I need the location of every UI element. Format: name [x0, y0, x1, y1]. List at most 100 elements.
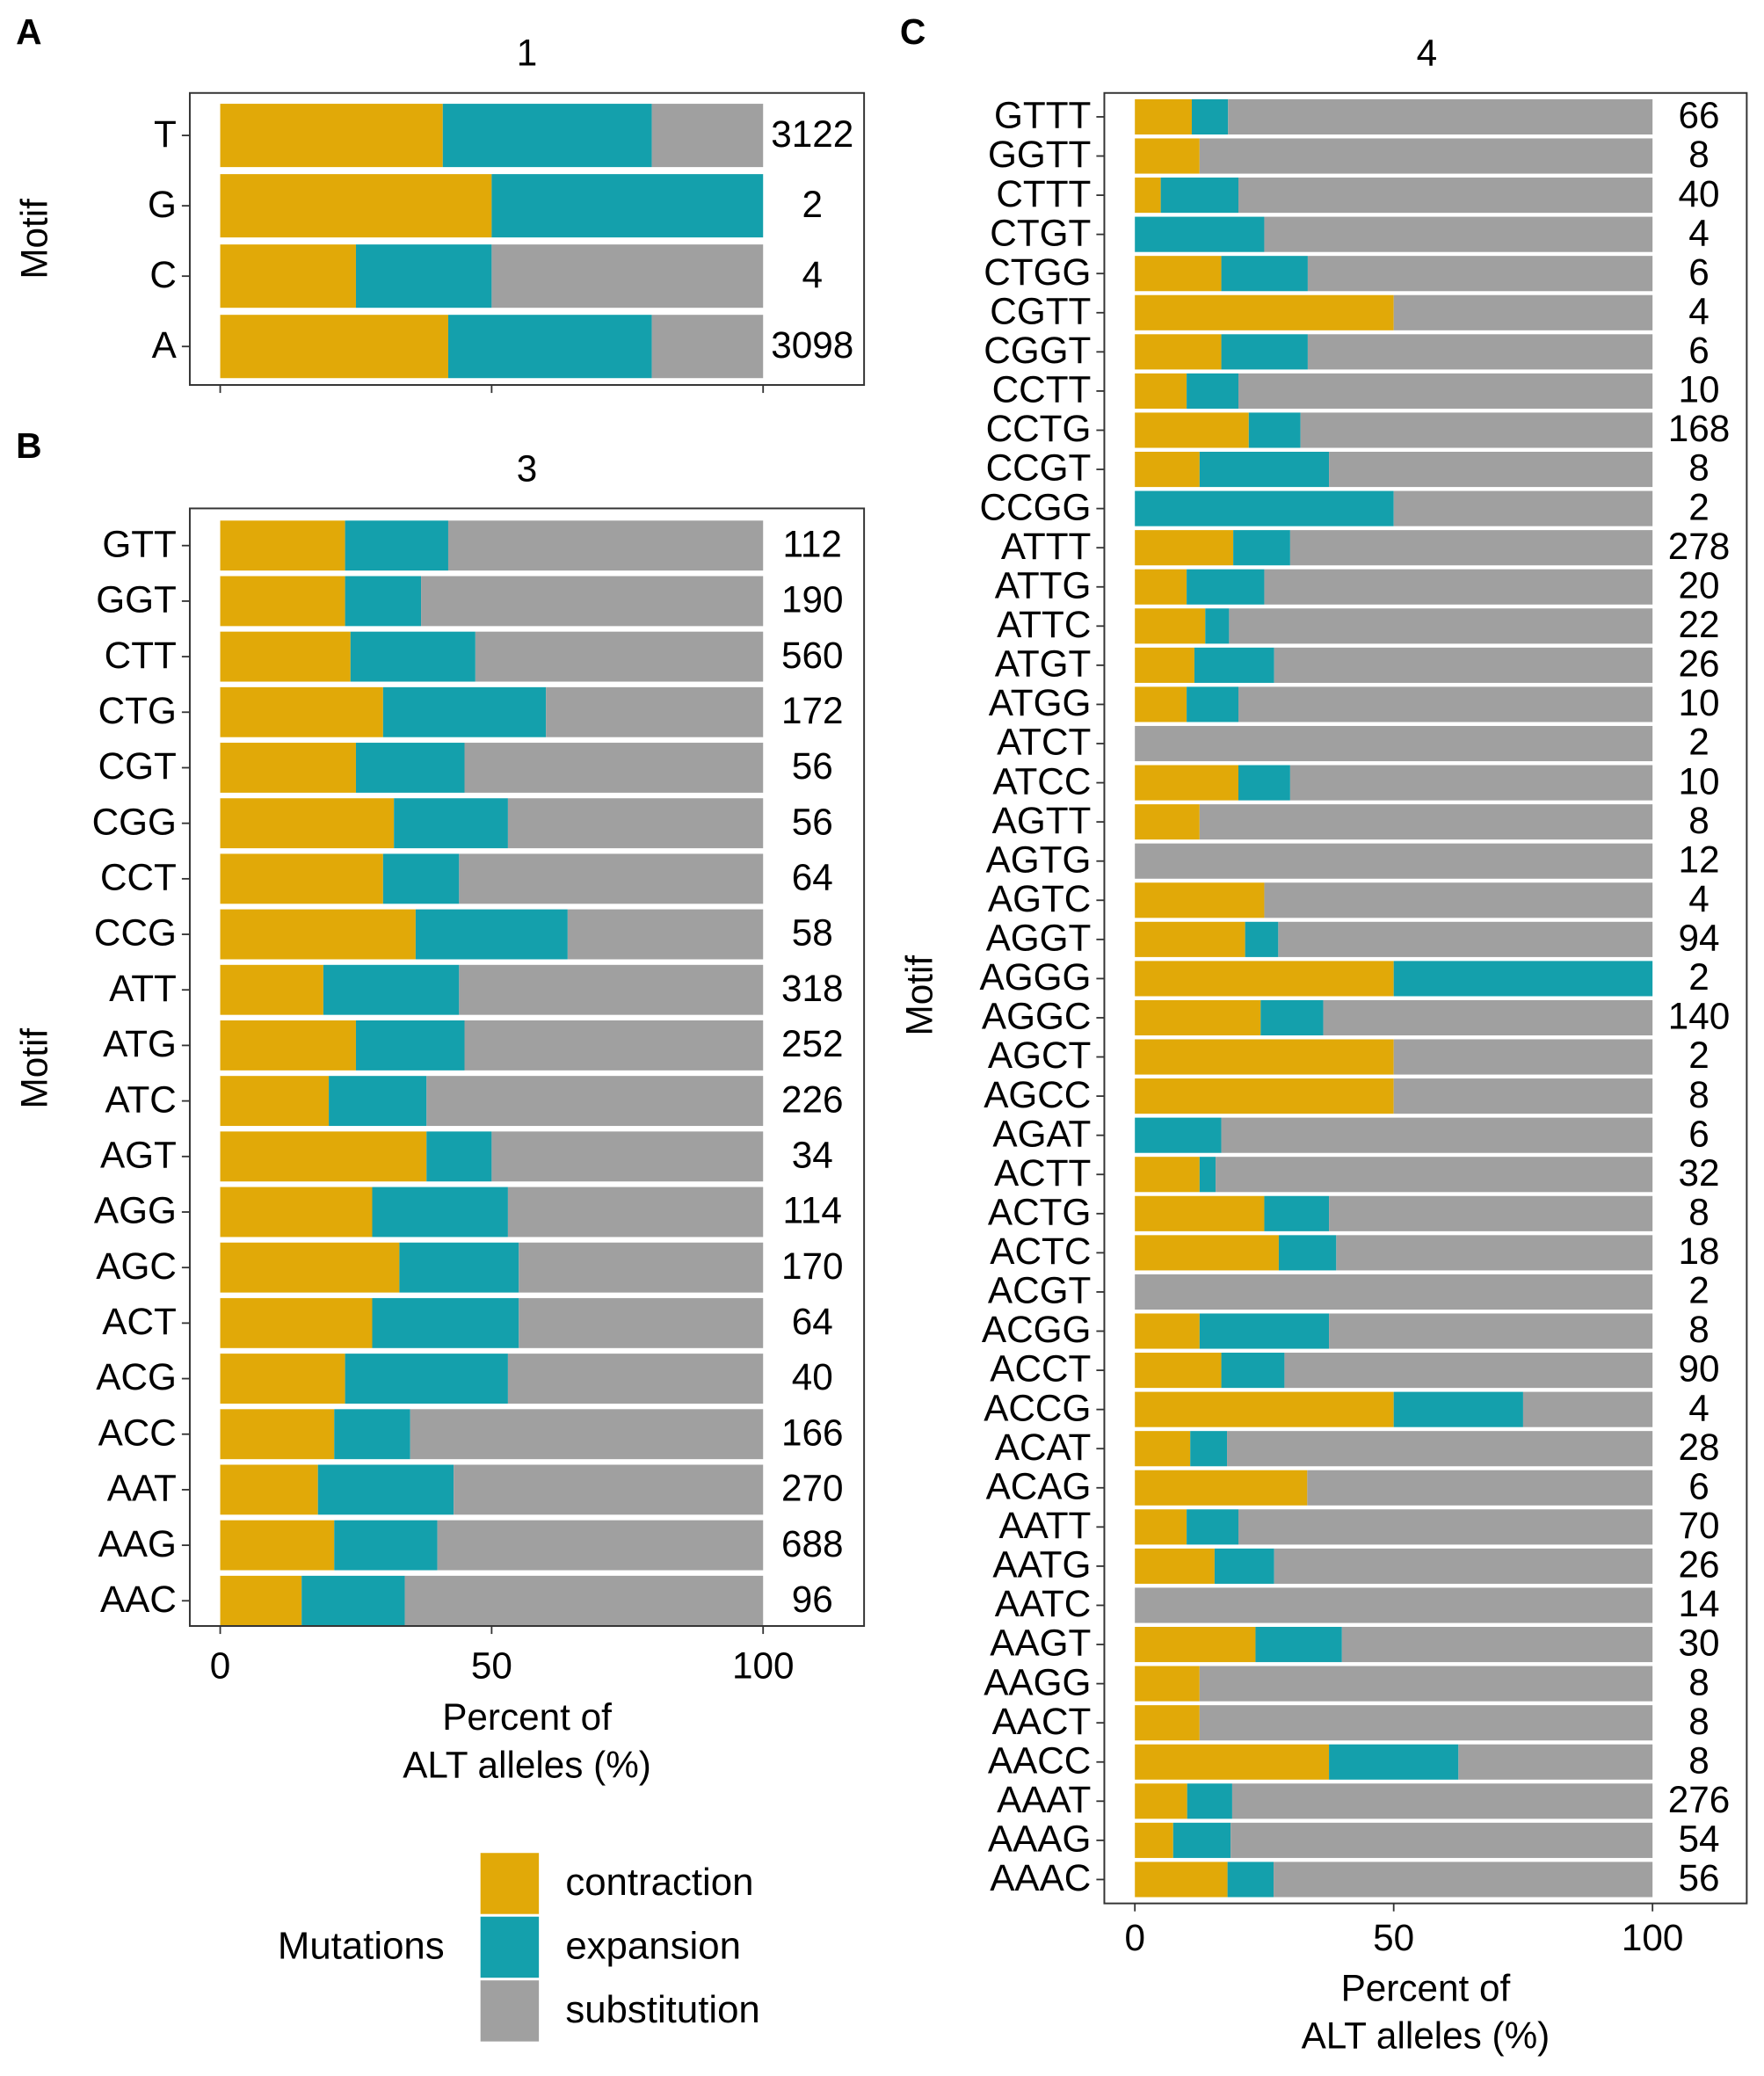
bar-segment: [1264, 882, 1653, 918]
bar-segment: [220, 909, 416, 960]
bar-segment: [1135, 1117, 1222, 1153]
bar-segment: [1135, 1587, 1653, 1623]
bar-segment: [1274, 647, 1653, 683]
legend-label: substitution: [565, 1988, 759, 2031]
bar-segment: [1216, 1157, 1653, 1193]
bar-segment: [1230, 1822, 1653, 1858]
bar-segment: [1260, 999, 1324, 1036]
count-label: 2: [1688, 486, 1710, 527]
y-tick-label: CCGG: [980, 486, 1092, 527]
bar-segment: [1135, 1274, 1653, 1310]
bar-segment: [1245, 921, 1279, 957]
x-tick-label: 100: [732, 1644, 795, 1686]
y-tick-label: CCTT: [992, 369, 1092, 410]
bar-segment: [475, 631, 764, 682]
bar-segment: [1135, 1548, 1215, 1584]
count-label: 6: [1688, 251, 1710, 293]
bar-segment: [1160, 178, 1238, 214]
bar-segment: [355, 244, 492, 308]
y-tick-label: ACCG: [984, 1387, 1091, 1428]
bar-segment: [1341, 1626, 1653, 1663]
panel-border: [188, 507, 866, 1627]
bar-segment: [220, 1076, 330, 1127]
bar-segment: [1278, 921, 1653, 957]
bar-segment: [220, 104, 443, 168]
bar-segment: [1336, 1235, 1653, 1271]
count-label: 22: [1678, 604, 1719, 645]
count-label: 2: [802, 184, 823, 225]
count-label: 8: [1688, 800, 1710, 841]
bar-segment: [491, 174, 764, 238]
bar-segment: [1199, 1666, 1653, 1702]
bar-segment: [1323, 999, 1653, 1036]
bar-segment: [1135, 1509, 1187, 1545]
bar-segment: [1264, 1195, 1330, 1231]
bar-segment: [220, 1297, 373, 1348]
bar-segment: [1393, 961, 1653, 997]
panel-border: [1103, 91, 1748, 1905]
y-tick-label: ACT: [102, 1301, 177, 1342]
bar-segment: [1194, 647, 1274, 683]
count-label: 54: [1678, 1818, 1719, 1860]
bar-segment: [220, 244, 356, 308]
bar-segment: [1135, 334, 1222, 370]
bar-segment: [454, 1464, 764, 1515]
y-axis-title: Motif: [13, 199, 54, 279]
bar-segment: [1135, 98, 1192, 135]
count-label: 18: [1678, 1230, 1719, 1272]
y-tick-label: ACAG: [986, 1465, 1092, 1506]
bar-segment: [1393, 294, 1653, 330]
bar-segment: [1135, 921, 1245, 957]
bar-segment: [1255, 1626, 1342, 1663]
count-label: 14: [1678, 1583, 1719, 1624]
bar-segment: [1274, 1862, 1653, 1898]
bar-segment: [1135, 961, 1394, 997]
y-tick-label: ACGG: [982, 1309, 1091, 1350]
y-tick-label: AGTG: [986, 838, 1092, 880]
bar-segment: [1205, 608, 1230, 644]
bar-segment: [1135, 1822, 1173, 1858]
y-tick-label: CTTT: [996, 173, 1091, 214]
y-tick-label: AAAC: [990, 1857, 1091, 1898]
count-label: 96: [792, 1579, 833, 1620]
bar-segment: [1135, 1744, 1330, 1780]
bar-segment: [447, 315, 652, 379]
count-label: 560: [781, 635, 844, 676]
bar-segment: [404, 1575, 764, 1626]
legend-title: Mutations: [278, 1925, 445, 1968]
bar-segment: [1187, 1783, 1232, 1819]
legend-label: contraction: [565, 1861, 753, 1904]
y-tick-label: ATGT: [995, 643, 1092, 685]
y-tick-label: AAAG: [988, 1818, 1091, 1860]
bar-segment: [1135, 216, 1265, 252]
bar-segment: [1187, 373, 1238, 409]
count-label: 8: [1688, 134, 1710, 175]
bar-segment: [1238, 765, 1290, 801]
bar-segment: [1393, 1391, 1523, 1427]
bar-segment: [1329, 1195, 1653, 1231]
count-label: 10: [1678, 760, 1719, 802]
y-tick-label: AGGG: [980, 956, 1092, 998]
y-tick-label: CTGG: [984, 251, 1091, 293]
bar-segment: [1135, 569, 1187, 605]
x-tick-label: 0: [1124, 1917, 1145, 1958]
bar-segment: [1221, 256, 1308, 292]
count-label: 30: [1678, 1622, 1719, 1664]
y-tick-label: AAT: [107, 1468, 177, 1509]
bar-segment: [1274, 1548, 1653, 1584]
count-label: 2: [1688, 1034, 1710, 1076]
y-tick-label: A: [152, 324, 178, 366]
y-tick-label: AAG: [98, 1523, 177, 1564]
bar-segment: [220, 798, 395, 849]
bar-segment: [1135, 1470, 1308, 1506]
y-tick-label: AGTT: [992, 800, 1092, 841]
count-label: 10: [1678, 369, 1719, 410]
y-tick-label: AGGC: [982, 996, 1091, 1037]
count-label: 40: [792, 1356, 833, 1397]
count-label: 4: [1688, 1387, 1710, 1428]
count-label: 34: [792, 1134, 833, 1175]
bar-segment: [1393, 1078, 1653, 1114]
y-tick-label: AATG: [992, 1544, 1091, 1586]
count-label: 28: [1678, 1426, 1719, 1468]
